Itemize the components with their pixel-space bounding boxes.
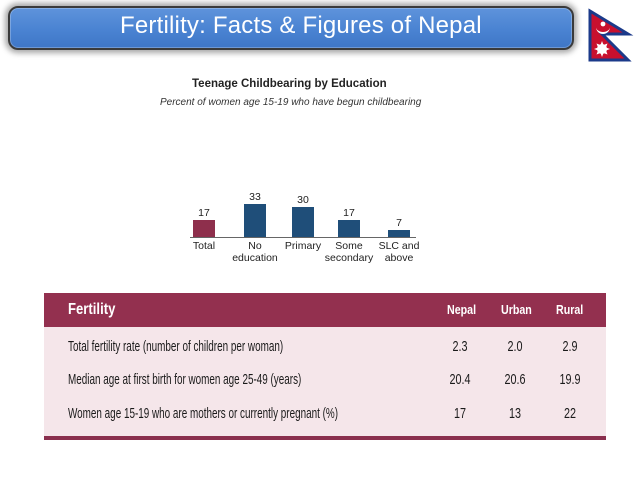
row-label: Women age 15-19 who are mothers or curre…	[68, 405, 339, 422]
cell-nepal: 20.4	[449, 371, 471, 388]
bar	[292, 207, 314, 237]
x-tick-label: SLC and above	[379, 240, 420, 264]
cell-urban: 13	[508, 405, 522, 422]
chart-title: Teenage Childbearing by Education	[192, 78, 387, 90]
data-label: 33	[249, 191, 261, 203]
slide-title-bar: Fertility: Facts & Figures of Nepal	[8, 6, 574, 50]
fertility-table: Fertility Nepal Urban Rural Total fertil…	[44, 293, 606, 440]
column-header-nepal: Nepal	[447, 302, 477, 317]
data-label: 7	[396, 217, 402, 229]
cell-rural: 19.9	[559, 371, 581, 388]
data-label: 17	[343, 207, 355, 219]
table-header-label: Fertility	[68, 301, 116, 318]
cell-urban: 20.6	[504, 371, 526, 388]
chart-subtitle: Percent of women age 15-19 who have begu…	[160, 97, 422, 108]
cell-rural: 2.9	[562, 338, 578, 355]
cell-rural: 22	[563, 405, 577, 422]
column-header-urban: Urban	[501, 302, 532, 317]
bar	[193, 220, 215, 237]
data-label: 17	[198, 207, 210, 219]
cell-nepal: 2.3	[452, 338, 468, 355]
data-label: 30	[297, 194, 309, 206]
x-tick-label: Some secondary	[325, 240, 374, 264]
table-header-row: Fertility Nepal Urban Rural	[44, 293, 606, 327]
column-header-rural: Rural	[556, 302, 584, 317]
slide-title: Fertility: Facts & Figures of Nepal	[120, 12, 482, 39]
bar	[338, 220, 360, 237]
cell-nepal: 17	[453, 405, 467, 422]
bar	[244, 204, 266, 237]
row-label: Median age at first birth for women age …	[68, 371, 302, 388]
bar	[388, 230, 410, 237]
x-tick-label: Primary	[285, 240, 322, 252]
row-label: Total fertility rate (number of children…	[68, 338, 284, 355]
x-tick-label: No education	[232, 240, 278, 264]
nepal-flag-icon	[588, 8, 634, 62]
cell-urban: 2.0	[507, 338, 523, 355]
x-tick-label: Total	[193, 240, 215, 252]
